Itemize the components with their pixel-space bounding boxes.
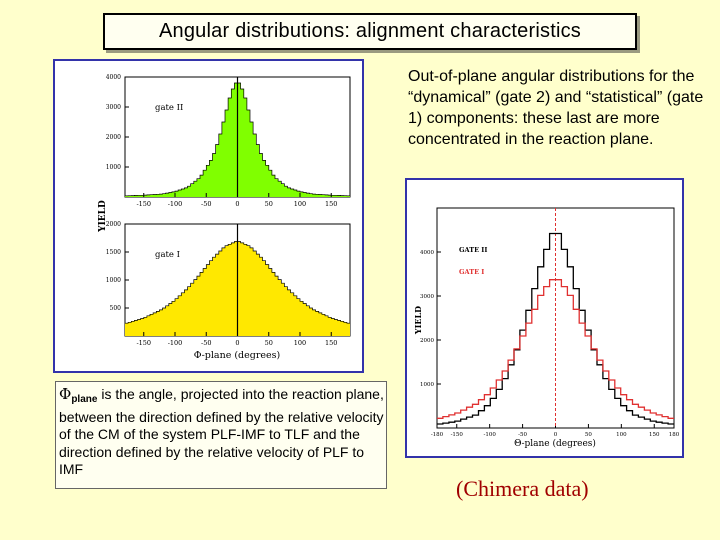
caption-paragraph: Φplane is the angle, projected into the … xyxy=(59,385,384,479)
phi-symbol: Φ xyxy=(59,385,72,403)
y-axis-label: YIELD xyxy=(98,200,108,233)
y-tick-label: 1000 xyxy=(420,382,434,388)
right-chart-panel: 1000 2000 3000 4000 -180 -150 -100 -50 0 50 100 150… xyxy=(405,178,684,458)
caption-text: is the angle, projected into the reactio… xyxy=(59,386,384,477)
x-tick-label: -50 xyxy=(201,339,211,347)
gate-label: gate I xyxy=(155,250,180,260)
left-chart-panel: 1000 2000 3000 4000 -150 -100 -50 0 50 100 150 gate… xyxy=(53,59,364,373)
y-tick-label: 4000 xyxy=(106,74,121,81)
caption-box: Φplane is the angle, projected into the … xyxy=(55,381,387,489)
legend-gate-ii: GATE II xyxy=(459,246,487,254)
x-tick-label: 50 xyxy=(585,432,592,438)
x-tick-label: -150 xyxy=(451,432,464,438)
x-tick-label: -180 xyxy=(431,432,444,438)
x-tick-label: 50 xyxy=(265,339,273,347)
x-tick-label: 150 xyxy=(325,200,337,208)
x-tick-label: -100 xyxy=(168,200,183,208)
x-tick-label: 0 xyxy=(554,432,558,438)
y-tick-label: 4000 xyxy=(420,250,434,256)
x-tick-label: 100 xyxy=(294,339,306,347)
source-note: (Chimera data) xyxy=(456,476,589,501)
x-tick-label: 100 xyxy=(616,432,627,438)
x-tick-label: 150 xyxy=(325,339,337,347)
y-tick-label: 3000 xyxy=(106,104,121,111)
x-tick-label: 0 xyxy=(235,339,239,347)
y-tick-label: 1000 xyxy=(106,277,121,284)
legend-gate-i: GATE I xyxy=(459,268,484,276)
x-tick-label: -150 xyxy=(136,339,151,347)
y-tick-label: 2000 xyxy=(420,338,434,344)
phi-subscript: plane xyxy=(71,394,98,405)
x-tick-label: -50 xyxy=(518,432,527,438)
y-tick-label: 1500 xyxy=(106,249,121,256)
y-tick-label: 2000 xyxy=(106,134,121,141)
slide-title: Angular distributions: alignment charact… xyxy=(103,13,637,50)
x-axis-label: Θ-plane (degrees) xyxy=(514,438,596,449)
x-axis-label: Φ-plane (degrees) xyxy=(194,350,280,361)
x-tick-label: -100 xyxy=(483,432,496,438)
x-tick-label: -100 xyxy=(168,339,183,347)
y-tick-label: 2000 xyxy=(106,221,121,228)
x-tick-label: -50 xyxy=(201,200,211,208)
x-tick-label: 180 xyxy=(669,432,680,438)
y-axis-label: YIELD xyxy=(413,306,423,335)
series-gate-i xyxy=(437,279,674,419)
x-tick-label: -150 xyxy=(136,200,151,208)
right-chart-svg: 1000 2000 3000 4000 -180 -150 -100 -50 0 50 100 150… xyxy=(413,207,680,449)
x-tick-label: 50 xyxy=(265,200,273,208)
y-tick-label: 500 xyxy=(110,305,122,312)
description-text: Out-of-plane angular distributions for t… xyxy=(408,68,704,148)
histogram-gate-ii: 1000 2000 3000 4000 -150 -100 -50 0 50 100 150 gate… xyxy=(106,74,351,208)
histogram-gate-i: 500 1000 1500 2000 -150 -100 -50 0 50 100 150 gate … xyxy=(106,221,351,347)
x-tick-label: 0 xyxy=(235,200,239,208)
series-gate-ii xyxy=(437,232,674,425)
y-tick-label: 3000 xyxy=(420,294,434,300)
x-tick-label: 100 xyxy=(294,200,306,208)
gate-label: gate II xyxy=(155,103,183,113)
x-tick-label: 150 xyxy=(649,432,660,438)
y-tick-label: 1000 xyxy=(106,164,121,171)
